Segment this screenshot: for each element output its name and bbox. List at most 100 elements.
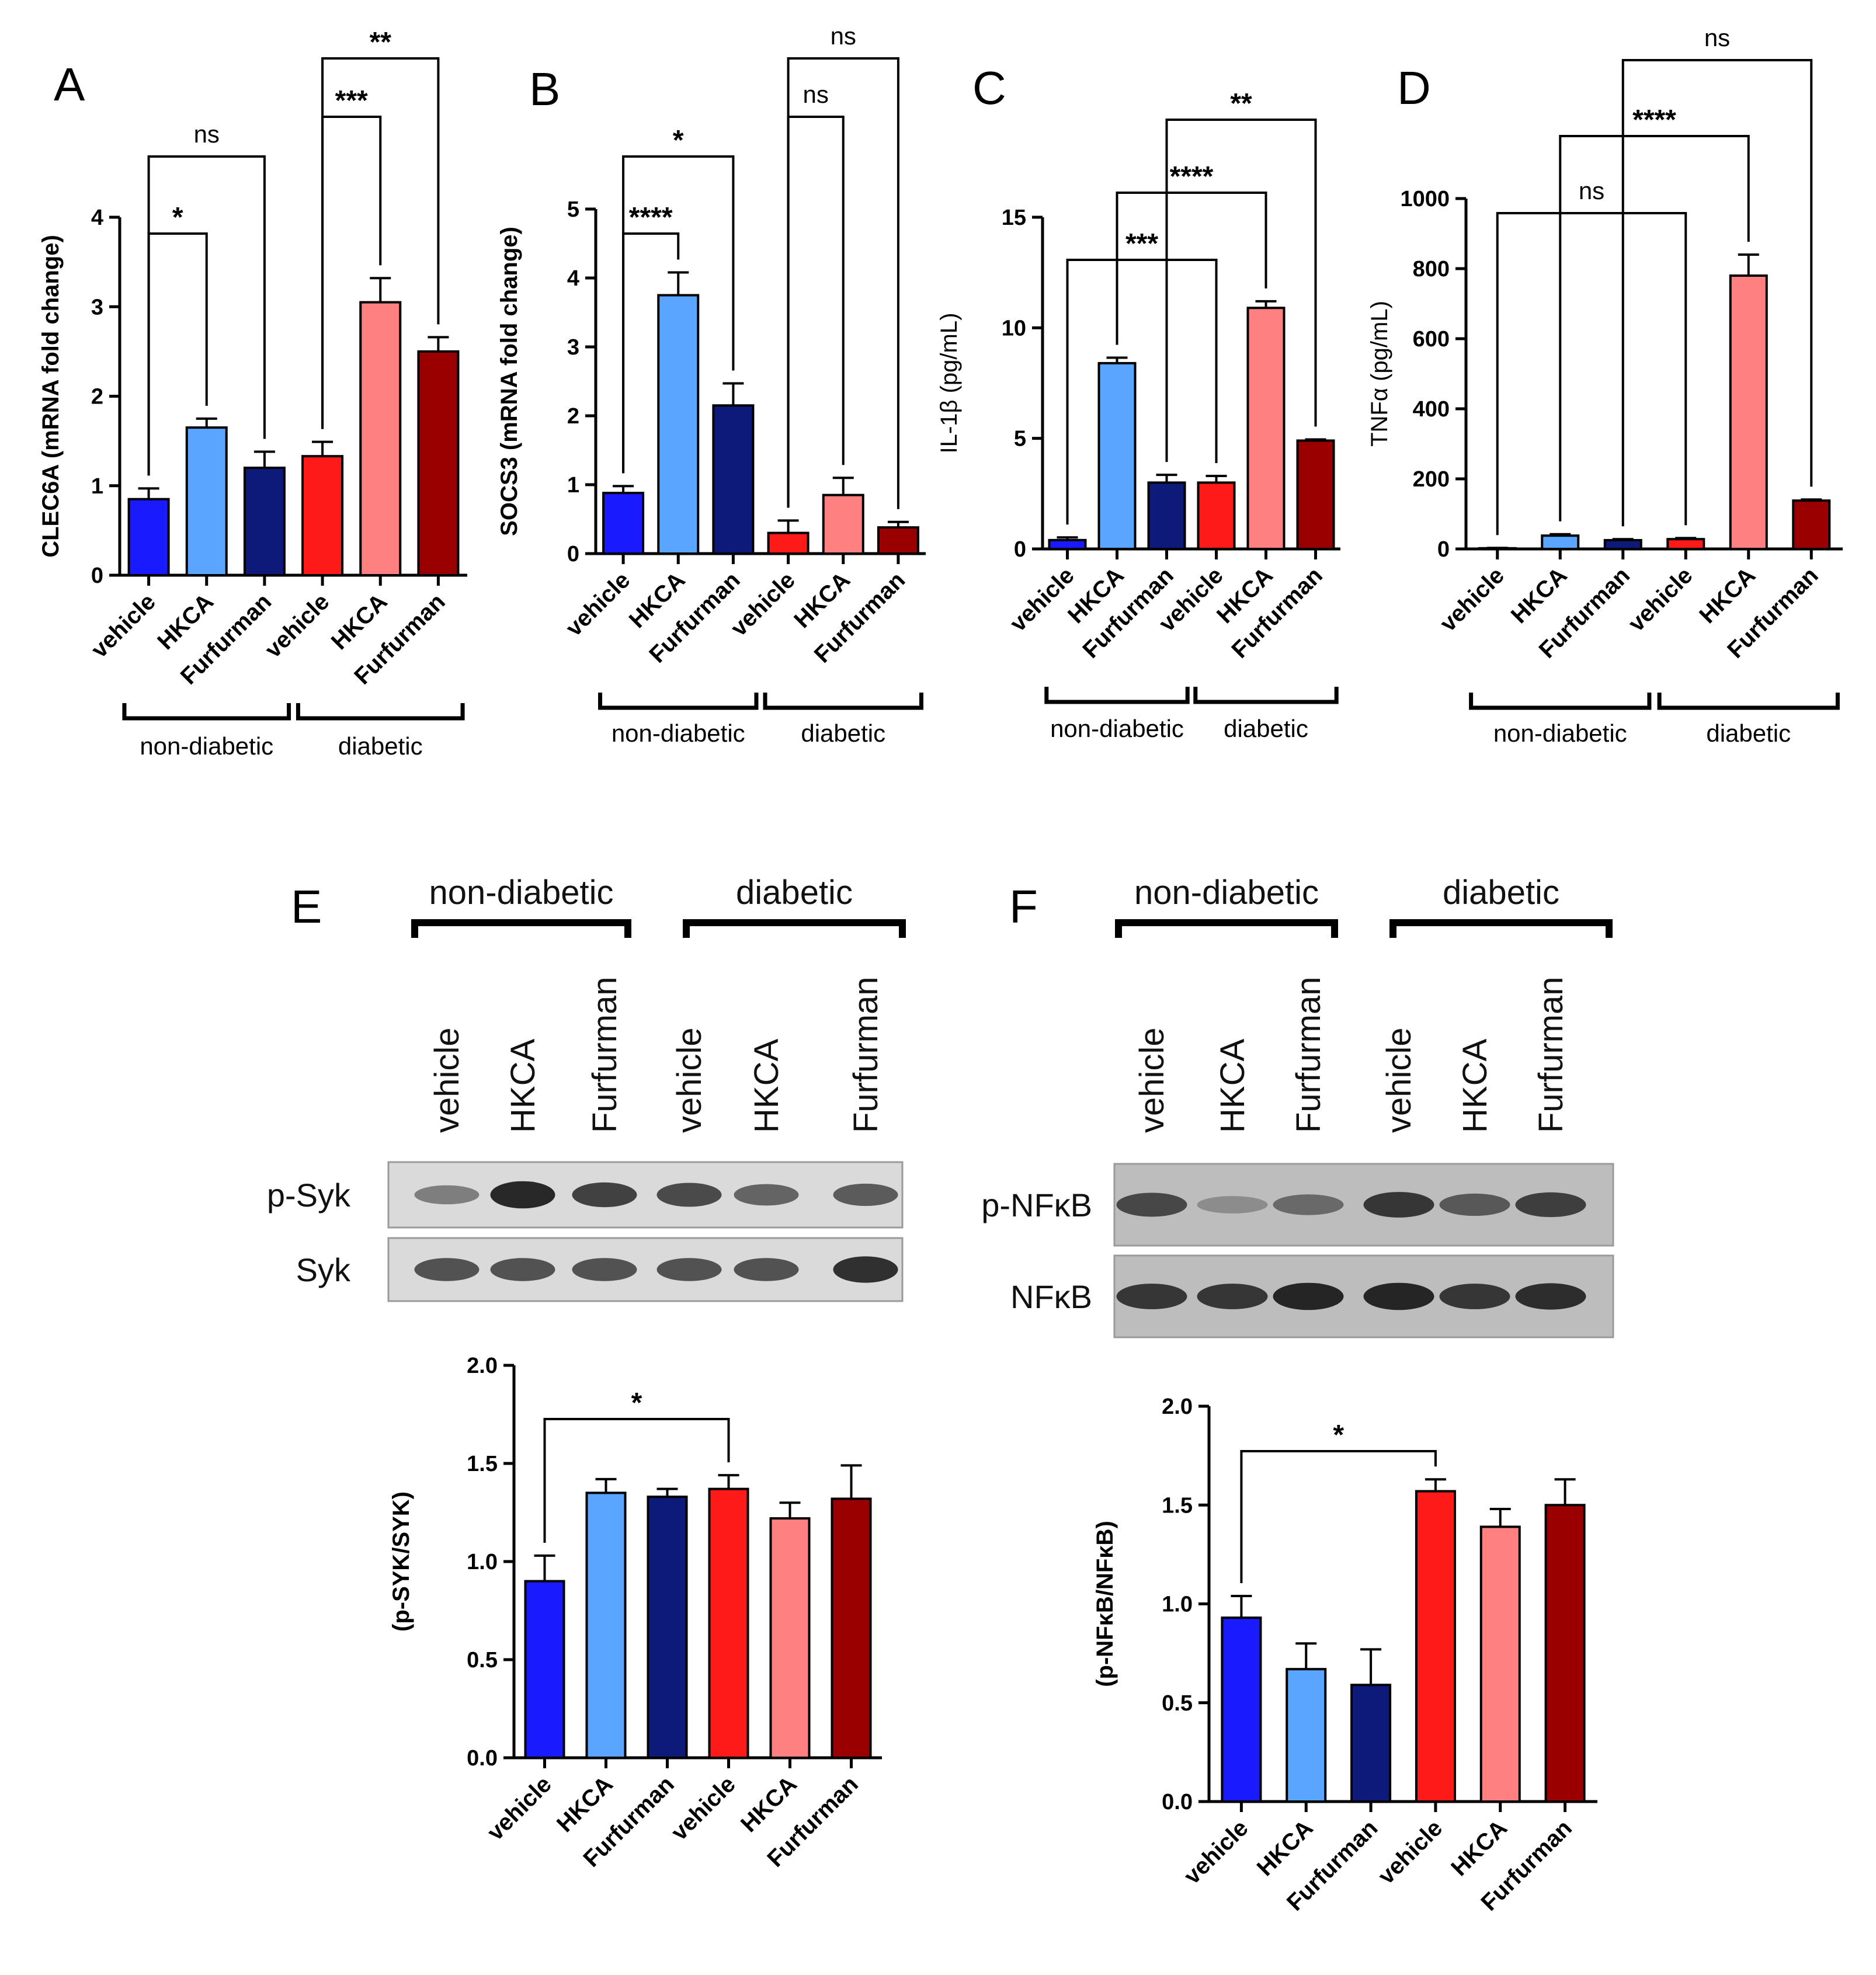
y-tick-label: 3 <box>91 295 103 319</box>
lane-label: Furfurman <box>586 976 624 1133</box>
bar <box>585 1491 627 1759</box>
group-bracket <box>683 919 906 938</box>
group-label: diabetic <box>1224 715 1308 742</box>
bar <box>1603 539 1642 550</box>
category-label: vehicle <box>1435 562 1509 637</box>
lane-label: HKCA <box>748 1039 786 1133</box>
group-label: diabetic <box>801 719 885 747</box>
group-bracket <box>598 693 759 710</box>
blot-band <box>734 1258 799 1281</box>
category-label: vehicle <box>260 589 334 663</box>
significance-label: ns <box>194 120 220 148</box>
significance-label: ** <box>1230 88 1252 119</box>
bar <box>822 493 864 555</box>
blot-band <box>1363 1192 1434 1218</box>
y-tick-label: 1 <box>91 474 103 499</box>
bar <box>1479 1525 1521 1803</box>
y-tick-label: 2 <box>567 404 579 429</box>
bar <box>1197 481 1236 551</box>
blot-band <box>833 1183 898 1206</box>
significance-bracket <box>1116 192 1267 345</box>
bar <box>359 301 402 577</box>
significance-label: **** <box>629 202 673 233</box>
y-tick-label: 2 <box>91 385 103 409</box>
blot-band <box>656 1258 722 1281</box>
lane-label: Furfurman <box>1290 976 1328 1133</box>
bar <box>1048 538 1087 550</box>
bar <box>185 426 228 577</box>
significance-bracket <box>1621 59 1813 527</box>
group-label: non-diabetic <box>1134 874 1319 912</box>
blot-band <box>1439 1284 1510 1309</box>
y-tick-label: 0 <box>91 564 103 588</box>
bar <box>1097 361 1137 550</box>
lane-label: HKCA <box>504 1039 542 1133</box>
category-label: vehicle <box>1005 562 1079 637</box>
bar <box>1666 538 1705 551</box>
significance-label: * <box>631 1388 642 1418</box>
group-bracket <box>411 919 631 938</box>
y-tick-label: 15 <box>1002 206 1026 230</box>
significance-bracket <box>1066 259 1218 525</box>
significance-bracket <box>543 1418 730 1543</box>
group-label: diabetic <box>338 732 423 760</box>
panel-label: D <box>1397 62 1431 114</box>
y-axis-label: IL-1β (pg/mL) <box>936 313 962 454</box>
group-label: diabetic <box>736 874 853 912</box>
significance-bracket <box>1165 119 1317 463</box>
blot-band <box>734 1184 799 1206</box>
significance-label: **** <box>1170 161 1214 192</box>
lane-label: vehicle <box>1133 1027 1171 1133</box>
blot-band <box>833 1256 898 1283</box>
significance-bracket <box>147 155 266 476</box>
blot-band <box>1116 1284 1187 1309</box>
category-label: vehicle <box>1624 562 1698 637</box>
blot-band <box>1439 1193 1510 1216</box>
category-label: vehicle <box>1179 1815 1253 1889</box>
bar <box>127 498 170 576</box>
lane-label: Furfurman <box>847 976 885 1133</box>
y-tick-label: 0 <box>1014 537 1026 562</box>
group-bracket <box>296 703 465 721</box>
group-label: non-diabetic <box>612 719 745 747</box>
bar <box>877 526 919 555</box>
blot-band <box>490 1258 555 1281</box>
y-tick-label: 0 <box>567 542 579 566</box>
significance-label: *** <box>1125 228 1158 259</box>
significance-label: ns <box>1704 24 1730 51</box>
significance-label: ns <box>802 81 828 108</box>
y-tick-label: 3 <box>567 335 579 360</box>
category-label: vehicle <box>561 567 635 641</box>
blot-band <box>414 1258 480 1281</box>
blot-row-label: Syk <box>296 1251 351 1288</box>
bar <box>602 492 645 555</box>
significance-bracket <box>787 57 899 509</box>
blot-band <box>1515 1192 1586 1218</box>
bar <box>524 1580 565 1760</box>
y-tick-label: 1000 <box>1400 187 1450 211</box>
lane-label: Furfurman <box>1532 976 1570 1133</box>
group-label: non-diabetic <box>1050 715 1184 742</box>
blot-band <box>1273 1282 1344 1310</box>
group-bracket <box>1657 693 1840 710</box>
y-axis-label: CLEC6A (mRNA fold change) <box>38 235 64 558</box>
y-tick-label: 4 <box>567 266 579 291</box>
bar <box>708 1487 749 1759</box>
bar <box>1246 307 1286 551</box>
y-axis-label: (p-SYK/SYK) <box>388 1491 414 1632</box>
bar <box>1147 481 1186 551</box>
significance-label: *** <box>335 85 368 116</box>
bar <box>1350 1684 1392 1803</box>
category-label: vehicle <box>666 1771 741 1845</box>
y-tick-label: 1.0 <box>1162 1592 1193 1617</box>
bar <box>301 455 344 576</box>
blot-band <box>572 1182 637 1208</box>
group-bracket <box>1044 687 1190 704</box>
blot-F: non-diabetic diabetic vehicle HKCA Furfurman… <box>981 874 1614 1338</box>
y-tick-label: 2.0 <box>1162 1395 1193 1419</box>
group-bracket <box>122 703 291 721</box>
group-bracket <box>1389 919 1613 938</box>
